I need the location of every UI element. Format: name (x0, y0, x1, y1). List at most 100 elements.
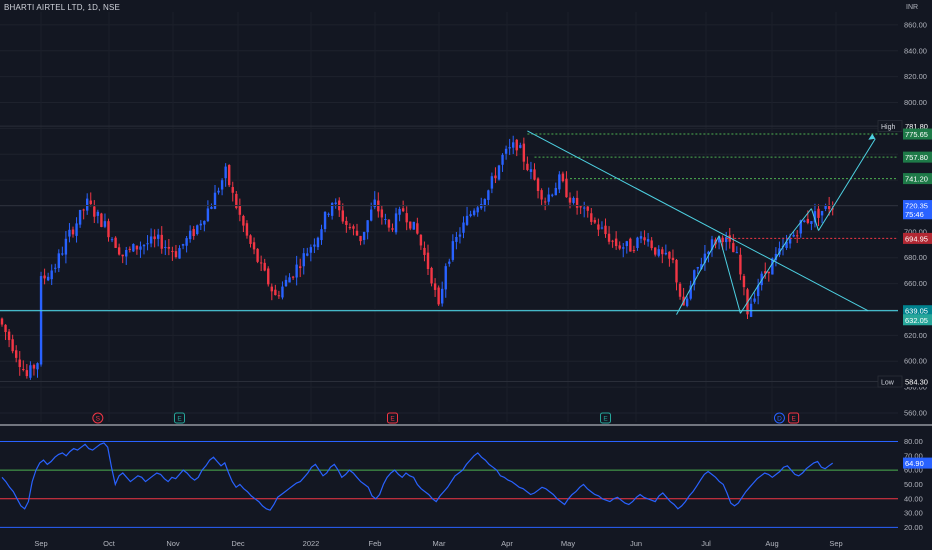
price-label-box (903, 376, 932, 388)
rsi-current-value[interactable]: 64.90 (903, 457, 932, 469)
rsi-tick-label: 70.00 (904, 451, 923, 460)
candle-body (224, 166, 227, 179)
price-label-text: 632.05 (905, 316, 928, 325)
candle-body (384, 218, 387, 220)
candle-body (355, 230, 359, 236)
price-label-text: 741.20 (905, 175, 928, 184)
candle-body (0, 318, 4, 325)
price-tick-label: 680.00 (904, 253, 927, 262)
time-tick-label: Nov (166, 539, 180, 548)
price-tick-label: 840.00 (904, 46, 927, 55)
candle-body (132, 244, 135, 252)
event-marker-label: S (96, 416, 101, 423)
price-label-green[interactable]: 757.80 (903, 151, 932, 163)
price-label-green[interactable]: 741.20 (903, 173, 932, 185)
rsi-tick-label: 60.00 (904, 466, 923, 475)
candle-body (462, 222, 465, 233)
candle-body (430, 267, 433, 284)
candle-body (61, 253, 64, 255)
candle-body (451, 241, 455, 260)
candle-body (330, 203, 334, 216)
candle-body (455, 236, 458, 242)
candle-body (288, 277, 291, 283)
event-marker-frame (600, 412, 611, 424)
event-marker-frame (174, 412, 185, 424)
candle-body (728, 235, 731, 242)
candle-body (196, 225, 199, 234)
candle-body (646, 239, 650, 242)
candle-body (693, 270, 696, 285)
candle-body (291, 276, 295, 278)
candle-body (547, 194, 550, 202)
candle-body (504, 148, 508, 154)
time-tick-label: Oct (103, 539, 116, 548)
currency-label: INR (906, 4, 918, 11)
candle-body (788, 238, 792, 244)
candle-body (213, 192, 217, 209)
candle-body (771, 258, 774, 275)
candle-body (96, 211, 100, 216)
rsi-tick-label: 50.00 (904, 480, 923, 489)
candle-body (153, 236, 156, 240)
price-label-teal[interactable]: 632.05 (903, 314, 932, 326)
event-marker-split[interactable]: S (92, 412, 104, 424)
price-label-blue[interactable]: 720.35 (903, 200, 932, 212)
price-label-red[interactable]: 694.95 (903, 232, 932, 244)
candle-body (135, 245, 139, 250)
horizontal-levels (0, 125, 898, 383)
rsi-value-text: 64.90 (905, 459, 924, 468)
price-label-low[interactable]: 584.30 Low (877, 375, 932, 388)
trend-line[interactable] (676, 235, 720, 315)
candle-body (18, 359, 21, 368)
candle-body (32, 365, 36, 369)
candle-body (696, 267, 699, 269)
price-label-high[interactable]: 781.80 High (877, 120, 932, 132)
candle-body (664, 252, 668, 255)
candle-body (245, 223, 249, 236)
candle-body (426, 252, 430, 270)
symbol-title: BHARTI AIRTEL LTD, 1D, NSE (4, 3, 121, 12)
candle-body (64, 238, 68, 255)
price-label-blue_sub[interactable]: 75:46 (903, 208, 932, 220)
price-label-green[interactable]: 775.65 (903, 128, 932, 140)
event-marker-label: E (390, 416, 395, 423)
candle-body (57, 253, 60, 269)
trend-line[interactable] (718, 235, 741, 314)
candle-body (277, 295, 281, 297)
target-arrow-head (868, 133, 876, 140)
candle-body (721, 237, 724, 242)
time-axis[interactable]: Sep Oct Nov Dec 2022 Feb Mar Apr May Jun Jul Aug Sep (34, 539, 842, 548)
price-axis[interactable]: 560.00580.00600.00620.00640.00660.00680.… (877, 20, 932, 417)
candle-body (78, 209, 82, 225)
trend-lines[interactable] (527, 130, 876, 315)
candle-body (267, 268, 270, 285)
candle-body (370, 209, 373, 221)
candle-body (121, 254, 124, 257)
price-label-text: 75:46 (905, 210, 924, 219)
trend-line[interactable] (818, 138, 876, 231)
event-marker-earnings[interactable]: E (788, 412, 800, 424)
trend-line[interactable] (789, 208, 812, 237)
candle-body (29, 365, 32, 378)
candle-body (320, 229, 323, 241)
candle-body (220, 180, 224, 190)
event-marker-earnings[interactable]: E (600, 412, 611, 424)
event-marker-earnings[interactable]: E (387, 412, 398, 424)
price-tag-text: Low (881, 380, 895, 387)
event-marker-earnings[interactable]: E (174, 412, 185, 424)
rsi-axis[interactable]: 20.00 30.00 40.00 50.00 60.00 70.00 80.00 64.90 (903, 437, 932, 532)
price-label-cyan[interactable]: 639.05 (903, 305, 932, 317)
rsi-tick-label: 80.00 (904, 437, 923, 446)
price-label-box (903, 314, 932, 326)
candle-body (657, 249, 660, 256)
candle-body (799, 220, 802, 234)
candle-body (306, 253, 309, 256)
trend-line[interactable] (810, 208, 819, 231)
trend-line[interactable] (739, 235, 791, 314)
event-marker-dividend[interactable]: D (773, 412, 785, 424)
trend-line[interactable] (527, 130, 869, 312)
candle-body (792, 234, 795, 237)
candle-body (274, 289, 277, 296)
